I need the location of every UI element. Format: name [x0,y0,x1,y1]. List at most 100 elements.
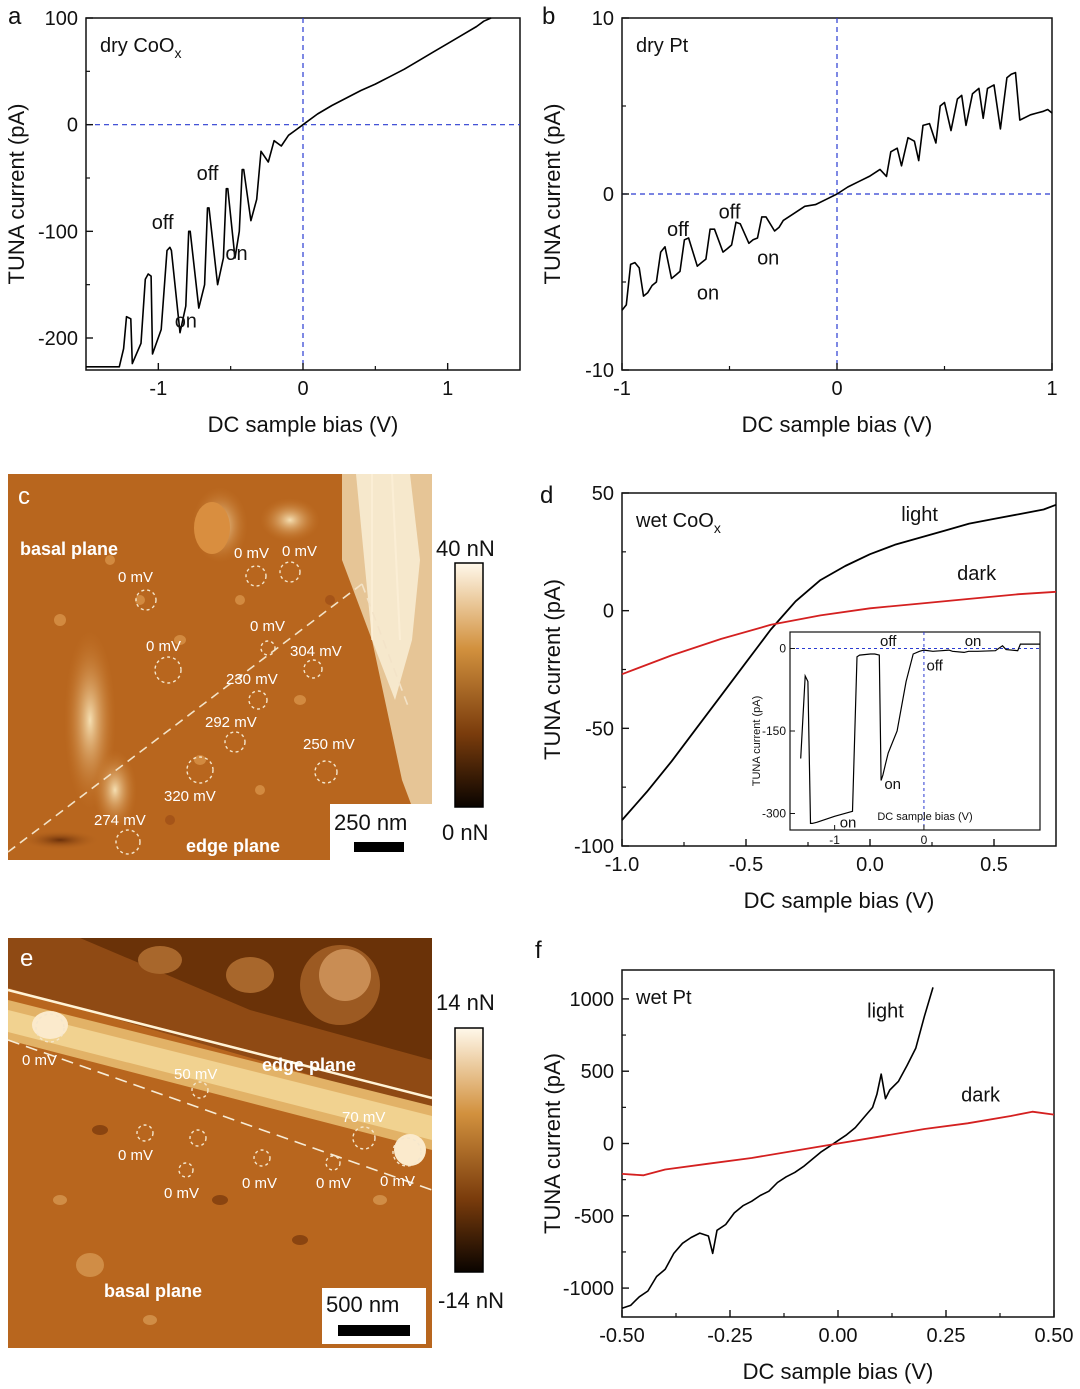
map-c-plane-label-1: edge plane [186,836,280,856]
y-tick-label: 500 [581,1061,614,1083]
plot-a: -1 0 1 -200 -100 0 100 DC sample bias (V) TUNA c… [4,8,521,437]
map-c-scale-label: 250 nm [334,810,407,835]
map-e-annotation-0: 0 mV [22,1052,57,1069]
map-c-scale-bar [354,842,404,852]
map-e-annotation-1: 50 mV [174,1066,217,1083]
panel-letter-f: f [535,937,542,964]
inset-curve-label: on [840,814,857,831]
curve-label: dark [957,563,997,585]
sample-annotation: dry CoOx [100,35,181,61]
x-axis-title: DC sample bias (V) [742,412,933,437]
x-tick-label: 0.00 [819,1325,858,1347]
inset-curve-label: on [965,633,982,650]
sample-annotation-main: dry Pt [636,35,689,57]
colorbar-c [454,562,484,808]
y-tick-label: 100 [45,8,78,30]
map-e-annotation-3: 0 mV [118,1147,153,1164]
curve-label: off [719,202,741,224]
x-axis-title: DC sample bias (V) [208,412,399,437]
series-dark-line [621,590,1057,676]
curve-label: on [175,310,197,332]
x-tick-label: -1 [613,378,631,400]
map-e-annotation-5: 0 mV [242,1175,277,1192]
map-c-annotation-10: 274 mV [94,812,146,829]
map-e-scale-bar [338,1325,410,1336]
x-tick-label: 0.5 [980,854,1008,876]
inset-curve-label: off [880,633,897,650]
curve-label: off [197,163,219,185]
colorbar-c-top-label: 40 nN [436,536,495,561]
map-c-annotation-3: 0 mV [146,638,181,655]
map-c-dashed-boundary-2 [361,583,409,707]
y-tick-label: 10 [592,8,614,30]
y-axis-title: TUNA current (pA) [540,579,565,760]
inset-y-tick-label: -150 [762,724,786,738]
y-axis-title: TUNA current (pA) [540,1053,565,1234]
inset-curve-label: on [884,776,901,793]
sample-annotation-main: wet CoO [635,510,714,532]
panel-a: a -1 0 1 -200 -100 0 100 DC sample bias (V) TUNA… [4,3,521,437]
map-e-plane-label-0: edge plane [262,1055,356,1075]
map-c-annotation-9: 320 mV [164,788,216,805]
panel-e-map: e edge plane basal plane 0 mV 50 mV 70 m… [7,938,504,1348]
inset-plot: -1 0 0 -150 -300 off off on on on DC sample bias (… [751,631,1041,847]
colorbar-e [454,1027,484,1273]
inset-x-tick-label: -1 [829,833,840,847]
panel-letter-d: d [540,482,553,509]
x-axis-title: DC sample bias (V) [744,888,935,913]
y-tick-label: -50 [585,718,614,740]
curve-label: light [867,1001,904,1023]
inset-series-0-line [800,643,1040,825]
panel-f: f -0.50 -0.25 0.00 0.25 0.50 -1000 -500 0 500 100… [535,937,1073,1384]
inset-y-tick-label: -300 [762,807,786,821]
panel-letter-e: e [20,945,33,972]
x-tick-label: 0.0 [856,854,884,876]
inset-frame [789,631,1041,831]
plot-f: -0.50 -0.25 0.00 0.25 0.50 -1000 -500 0 500 1000 D… [540,969,1074,1384]
x-tick-label: 0.50 [1035,1325,1074,1347]
map-e-annotation-7: 0 mV [380,1173,415,1190]
colorbar-c-bottom-label: 0 nN [442,820,488,845]
sample-annotation: wet CoOx [635,510,721,536]
map-c-annotation-4: 0 mV [250,618,285,635]
map-e-circles [35,1013,422,1178]
map-c-annotation-6: 230 mV [226,671,278,688]
map-c-annotation-0: 0 mV [234,545,269,562]
y-axis-title: TUNA current (pA) [4,104,29,285]
x-axis-title: DC sample bias (V) [743,1359,934,1384]
panel-letter-c: c [18,483,30,510]
sample-annotation-main: dry CoO [100,35,174,57]
map-e-scale-label: 500 nm [326,1292,399,1317]
map-c-circles [115,561,338,855]
map-c-annotation-8: 250 mV [303,736,355,753]
inset-y-axis-title: TUNA current (pA) [751,696,763,786]
curve-label: dark [961,1085,1001,1107]
sample-annotation: wet Pt [635,987,692,1009]
colorbar-e-bottom-label: -14 nN [438,1288,504,1313]
series-0-line [86,17,492,368]
curve-label: on [757,247,779,269]
x-tick-label: 0 [297,378,308,400]
x-tick-label: -1.0 [605,854,639,876]
curve-label: off [667,219,689,241]
x-tick-label: -0.50 [599,1325,645,1347]
x-tick-label: 1 [1046,378,1057,400]
map-c-plane-label-0: basal plane [20,539,118,559]
x-tick-label: 0.25 [927,1325,966,1347]
y-tick-label: -10 [585,360,614,382]
sample-annotation-main: wet Pt [635,987,692,1009]
y-tick-label: 0 [603,1134,614,1156]
y-tick-label: -100 [38,221,78,243]
y-tick-label: 0 [603,184,614,206]
y-tick-label: -500 [574,1206,614,1228]
map-c-annotation-2: 0 mV [118,569,153,586]
y-axis-title: TUNA current (pA) [540,104,565,285]
panel-letter-b: b [542,3,555,30]
curve-label: light [901,504,938,526]
sample-annotation-subscript: x [174,45,181,61]
map-e-annotation-6: 0 mV [316,1175,351,1192]
panel-c-map: c basal plane edge plane 0 mV 0 mV 0 mV … [7,473,495,860]
